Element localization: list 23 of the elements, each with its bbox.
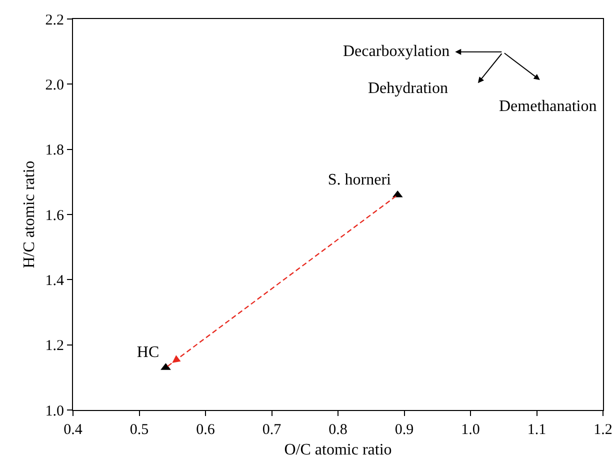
x-tick-label: 0.5 bbox=[130, 422, 149, 438]
annotation: Dehydration bbox=[368, 80, 448, 97]
x-tick-label: 1.0 bbox=[461, 422, 480, 438]
x-tick-label: 0.7 bbox=[262, 422, 282, 438]
y-tick-label: 1.4 bbox=[45, 272, 64, 289]
annotation: Decarboxylation bbox=[343, 43, 450, 60]
x-tick-label: 1.2 bbox=[594, 422, 612, 438]
y-axis-title: H/C atomic ratio bbox=[21, 160, 38, 268]
y-tick-label: 2.2 bbox=[45, 12, 64, 28]
annotation: Demethanation bbox=[499, 98, 597, 115]
x-tick-label: 0.9 bbox=[394, 422, 414, 438]
x-tick-label: 0.4 bbox=[64, 422, 83, 438]
x-tick-label: 0.8 bbox=[328, 422, 348, 438]
y-tick-label: 1.8 bbox=[45, 142, 64, 159]
x-tick-label: 1.1 bbox=[527, 422, 546, 438]
series-label: HC bbox=[136, 344, 160, 362]
y-tick-label: 2.0 bbox=[45, 77, 64, 94]
x-axis-title: O/C atomic ratio bbox=[284, 442, 392, 459]
y-tick-label: 1.6 bbox=[45, 208, 64, 224]
y-tick-label: 1.0 bbox=[45, 403, 64, 420]
series-label: S. horneri bbox=[328, 171, 392, 188]
y-tick-label: 1.2 bbox=[45, 338, 64, 354]
x-tick-label: 0.6 bbox=[196, 422, 216, 438]
